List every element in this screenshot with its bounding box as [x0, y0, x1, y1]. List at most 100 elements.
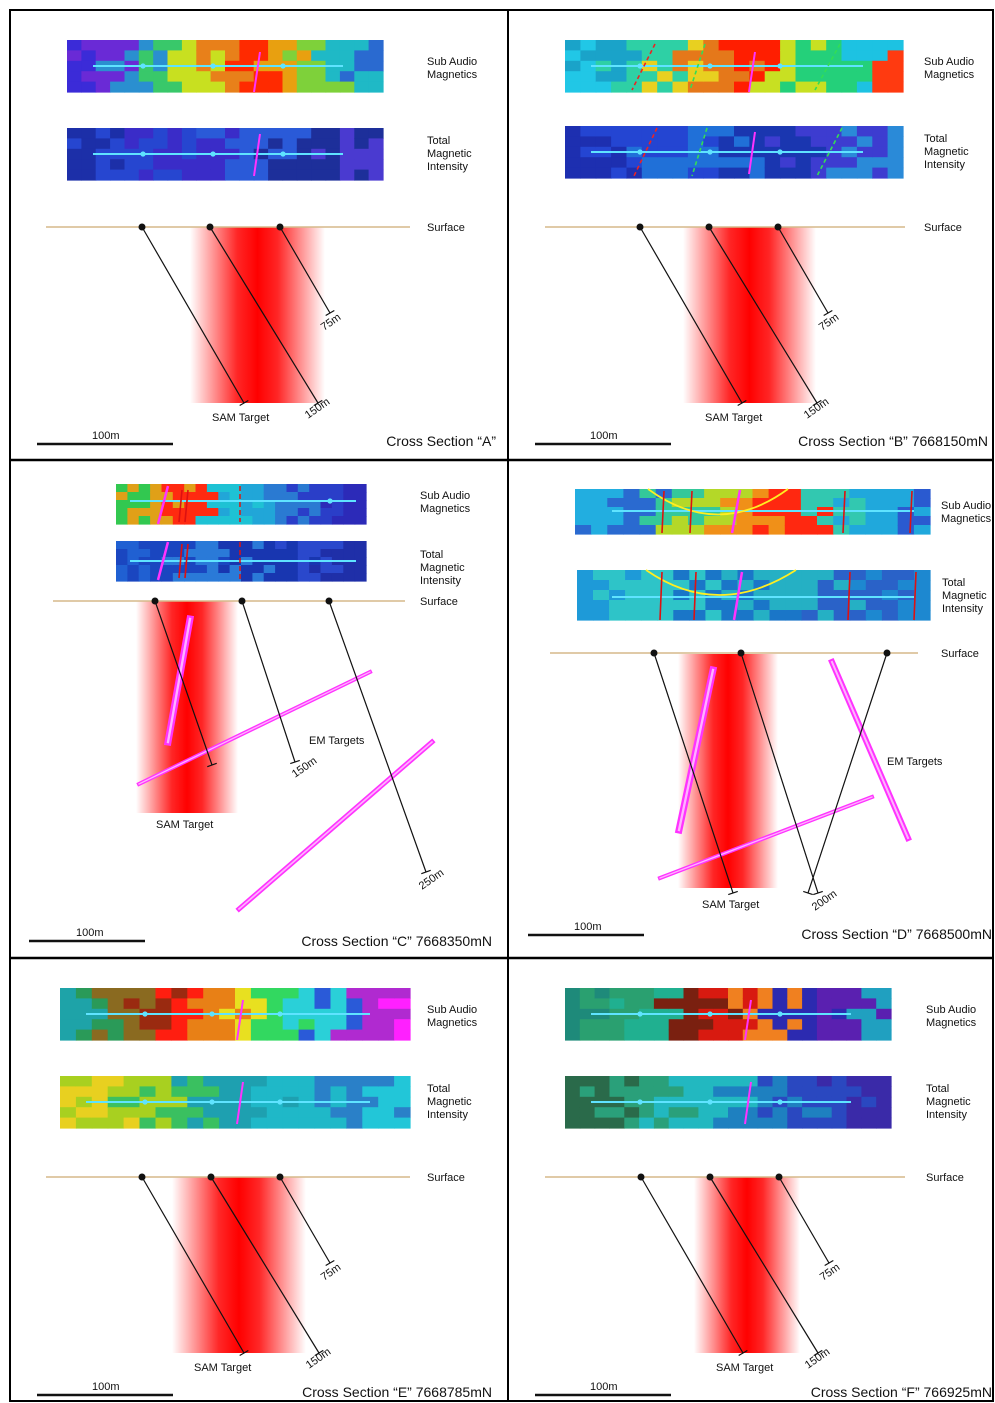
image-pixel — [641, 126, 658, 137]
image-pixel — [298, 1029, 316, 1041]
image-pixel — [841, 126, 858, 137]
image-pixel — [772, 1117, 788, 1129]
image-pixel — [167, 138, 183, 150]
image-pixel — [772, 1076, 788, 1087]
image-pixel — [153, 50, 169, 62]
sam-image — [60, 988, 411, 1041]
image-pixel — [856, 157, 873, 169]
image-pixel — [772, 988, 788, 999]
image-pixel — [688, 498, 705, 508]
fault-tick-line — [693, 571, 697, 621]
image-pixel — [826, 157, 843, 169]
image-pixel — [229, 516, 242, 525]
image-pixel — [184, 565, 197, 574]
em-target-highlight — [237, 740, 434, 911]
image-pixel — [626, 40, 643, 51]
image-pixel — [378, 1008, 395, 1020]
image-pixel — [881, 580, 899, 591]
image-pixel — [330, 988, 347, 999]
image-pixel — [196, 128, 212, 139]
image-pixel — [218, 565, 231, 574]
drill-hole-end-tick — [728, 890, 738, 896]
profile-station — [280, 63, 286, 69]
image-pixel — [394, 1019, 411, 1031]
image-pixel — [171, 1019, 188, 1031]
image-pixel — [171, 1029, 188, 1041]
image-pixel — [826, 81, 843, 93]
image-pixel — [161, 516, 174, 525]
image-pixel — [769, 610, 787, 621]
image-pixel — [768, 498, 786, 508]
sam-target-label: SAM Target — [705, 412, 762, 424]
tmi-image — [565, 1076, 892, 1129]
image-pixel — [876, 998, 892, 1010]
image-pixel — [856, 167, 873, 179]
image-pixel — [861, 1086, 877, 1098]
structure-line — [748, 131, 756, 175]
image-pixel — [184, 508, 197, 517]
image-pixel — [378, 1107, 395, 1119]
image-pixel — [865, 610, 883, 621]
image-pixel — [653, 1019, 670, 1031]
image-pixel — [218, 492, 231, 501]
image-pixel — [671, 489, 689, 499]
image-pixel — [266, 1107, 284, 1119]
image-pixel — [75, 1076, 93, 1087]
image-pixel — [184, 541, 197, 550]
image-pixel — [817, 610, 835, 621]
image-pixel — [704, 525, 721, 535]
image-pixel — [172, 508, 185, 517]
image-pixel — [203, 1019, 220, 1031]
image-pixel — [153, 71, 169, 83]
image-pixel — [914, 610, 931, 621]
image-pixel — [210, 138, 226, 150]
image-pixel — [394, 1096, 411, 1108]
image-pixel — [110, 169, 126, 181]
image-pixel — [275, 516, 288, 525]
image-pixel — [865, 516, 883, 526]
image-pixel — [749, 157, 766, 169]
image-pixel — [865, 570, 883, 581]
image-pixel — [718, 50, 735, 62]
image-pixel — [241, 549, 253, 558]
image-pixel — [67, 50, 82, 62]
image-pixel — [737, 580, 755, 591]
image-pixel — [816, 1117, 833, 1129]
image-pixel — [833, 600, 851, 611]
image-pixel — [343, 484, 356, 493]
image-pixel — [728, 988, 744, 999]
image-pixel — [354, 138, 370, 150]
sam-label-line: Sub Audio — [926, 1004, 976, 1016]
image-pixel — [749, 50, 766, 62]
image-pixel — [252, 492, 265, 501]
image-pixel — [785, 590, 803, 601]
fault-tick-line — [184, 543, 189, 579]
image-pixel — [138, 81, 154, 93]
structure-line — [236, 1081, 244, 1125]
image-pixel — [609, 1107, 625, 1119]
image-pixel — [123, 998, 141, 1010]
image-pixel — [75, 1107, 93, 1119]
image-pixel — [218, 500, 231, 509]
image-pixel — [683, 1076, 699, 1087]
image-pixel — [757, 1107, 773, 1119]
image-pixel — [913, 516, 931, 526]
drill-hole-depth-label: 250m — [417, 867, 446, 893]
image-pixel — [753, 580, 771, 591]
image-pixel — [687, 136, 704, 148]
image-pixel — [298, 1076, 316, 1087]
image-pixel — [841, 136, 858, 148]
image-pixel — [354, 557, 367, 566]
image-pixel — [887, 157, 904, 169]
image-pixel — [368, 71, 384, 83]
image-pixel — [325, 138, 341, 150]
structure-line — [156, 485, 170, 525]
fault-tick-line — [909, 490, 913, 534]
image-pixel — [206, 484, 219, 493]
image-pixel — [780, 157, 797, 169]
image-pixel — [565, 1096, 581, 1108]
scale-bar-label: 100m — [590, 1381, 618, 1393]
image-pixel — [239, 81, 255, 93]
image-pixel — [331, 541, 344, 550]
